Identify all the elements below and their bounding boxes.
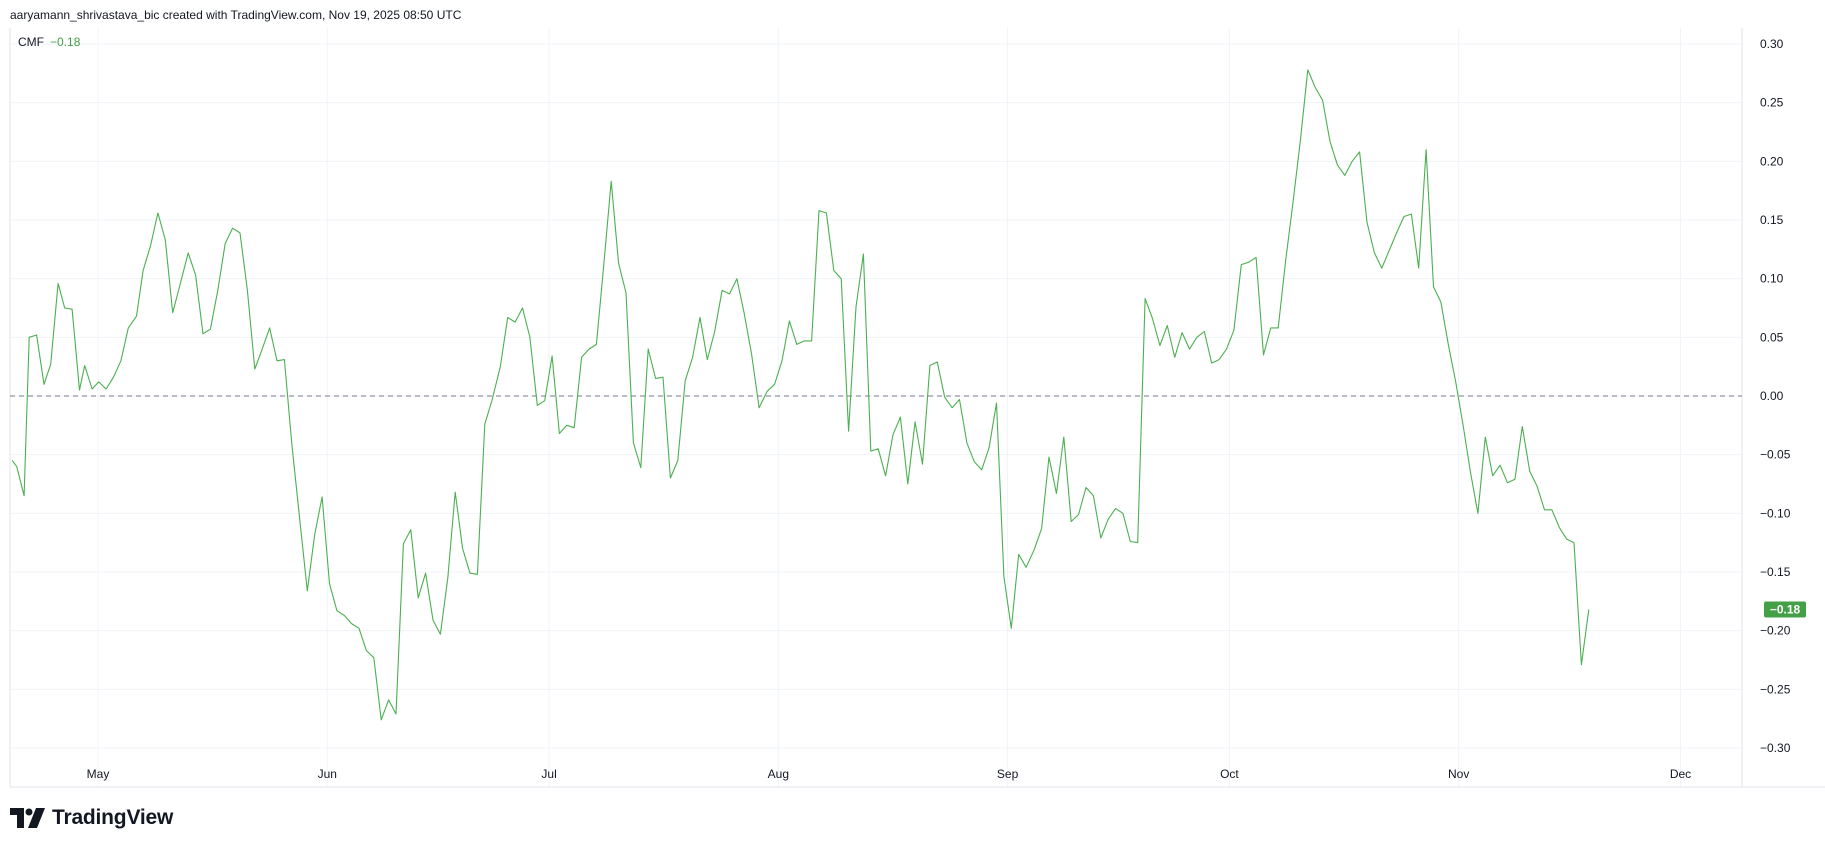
last-value-tag-text: −0.18 [1770,603,1801,617]
tradingview-logo-icon [10,808,45,828]
last-value-tag-bg [1764,601,1806,618]
x-tick-label: Jun [318,767,337,781]
x-tick-label: May [87,767,110,781]
y-tick-label: 0.30 [1760,37,1784,51]
grid-vertical [97,28,1682,787]
y-tick-label: −0.10 [1760,506,1791,520]
indicator-legend[interactable]: CMF −0.18 [18,35,80,49]
x-tick-label: Aug [768,767,789,781]
x-tick-label: Jul [541,767,556,781]
cmf-series-line [11,69,1590,721]
legend-indicator-name: CMF [18,35,44,49]
y-axis: 0.30 0.25 0.20 0.15 0.10 0.05 0.00 −0.05 −0.10 −0… [1760,37,1791,755]
y-tick-label: 0.20 [1760,154,1784,168]
y-tick-label: 0.25 [1760,96,1784,110]
x-tick-label: Sep [997,767,1019,781]
legend-indicator-value: −0.18 [50,35,81,49]
y-tick-label: −0.20 [1760,624,1791,638]
chart-attribution: aaryamann_shrivastava_bic created with T… [10,8,462,22]
grid-horizontal [10,43,1742,749]
x-tick-label: Nov [1448,767,1469,781]
y-tick-label: 0.15 [1760,213,1784,227]
y-tick-label: 0.00 [1760,389,1784,403]
y-tick-label: −0.15 [1760,565,1791,579]
y-tick-label: −0.25 [1760,682,1791,696]
y-tick-label: −0.30 [1760,741,1791,755]
tradingview-logo[interactable]: TradingView [10,806,173,830]
x-tick-label: Dec [1670,767,1691,781]
x-axis: May Jun Jul Aug Sep Oct Nov Dec [87,767,1692,781]
x-tick-label: Oct [1220,767,1239,781]
tradingview-logo-text: TradingView [52,806,174,829]
y-tick-label: 0.10 [1760,272,1784,286]
y-tick-label: 0.05 [1760,330,1784,344]
last-value-tag: −0.18 [1764,601,1806,618]
y-tick-label: −0.05 [1760,448,1791,462]
